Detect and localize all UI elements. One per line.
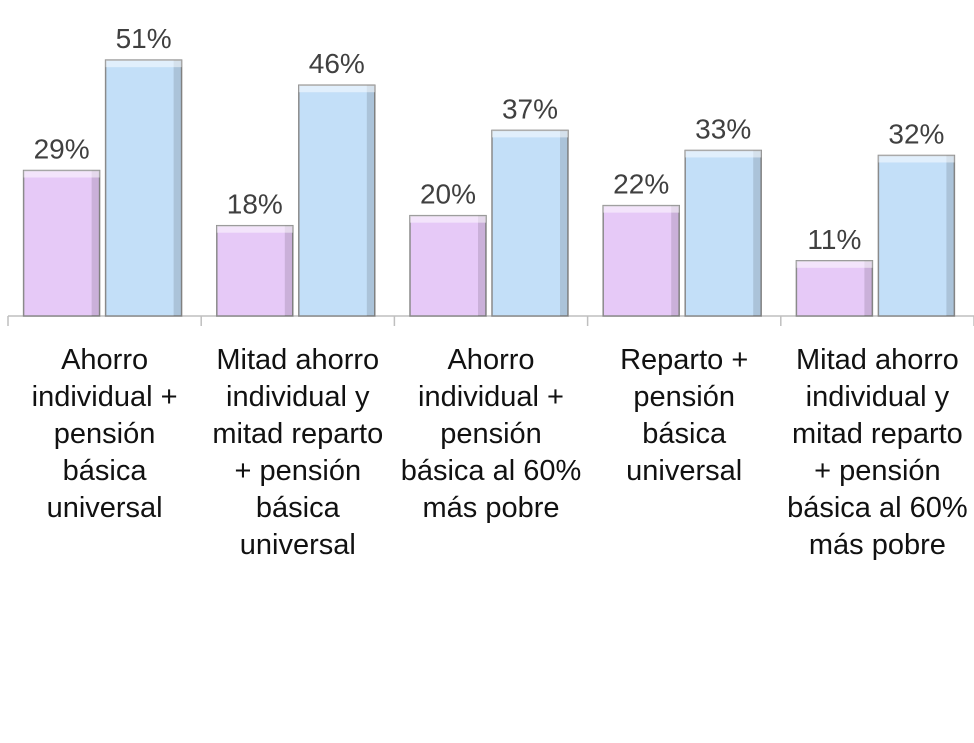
bar bbox=[602, 204, 680, 317]
bar bbox=[104, 59, 183, 317]
bar-shade bbox=[173, 60, 182, 317]
bar-shade bbox=[864, 260, 873, 316]
bar-shade bbox=[946, 155, 955, 316]
bar-shade bbox=[478, 215, 486, 316]
bar-cap bbox=[410, 215, 486, 223]
bar-cap bbox=[105, 60, 182, 68]
data-label: 29% bbox=[34, 134, 90, 165]
bar bbox=[491, 129, 569, 317]
bar-shade bbox=[671, 205, 680, 316]
data-label: 22% bbox=[613, 169, 669, 200]
bar bbox=[216, 224, 294, 317]
bar-cap bbox=[298, 85, 375, 93]
bar-cap bbox=[796, 260, 873, 268]
bar-cap bbox=[23, 170, 100, 178]
data-label: 37% bbox=[502, 93, 558, 124]
bar-cap bbox=[216, 225, 293, 233]
bar bbox=[877, 154, 956, 317]
x-tick-label: Mitad ahorro individual y mitad reparto … bbox=[212, 344, 384, 561]
bar bbox=[298, 84, 376, 317]
bar-cap bbox=[603, 205, 680, 213]
x-tick-label: Ahorro individual + pensión básica al 60… bbox=[400, 344, 582, 524]
x-tick-label: Reparto + pensión básica universal bbox=[620, 344, 749, 487]
bar-shade bbox=[284, 225, 293, 316]
bar-cap bbox=[878, 155, 955, 163]
x-tick-label: Mitad ahorro individual y mitad reparto … bbox=[787, 344, 968, 561]
bar-shade bbox=[366, 85, 375, 316]
data-label: 51% bbox=[116, 23, 172, 54]
bar-cap bbox=[685, 150, 762, 158]
bar bbox=[409, 214, 487, 317]
data-label: 33% bbox=[695, 113, 751, 144]
bar-shade bbox=[753, 150, 762, 316]
data-label: 18% bbox=[227, 189, 283, 220]
data-label: 46% bbox=[309, 48, 365, 79]
bar bbox=[22, 169, 101, 317]
data-label: 20% bbox=[420, 179, 476, 210]
data-label: 11% bbox=[807, 224, 861, 255]
data-label: 32% bbox=[888, 118, 944, 149]
bar bbox=[795, 260, 874, 317]
bar bbox=[684, 149, 762, 317]
bar-shade bbox=[560, 130, 568, 316]
bar-cap bbox=[492, 130, 568, 138]
bar-shade bbox=[91, 170, 100, 316]
x-tick-label: Ahorro individual + pensión básica unive… bbox=[31, 344, 178, 524]
